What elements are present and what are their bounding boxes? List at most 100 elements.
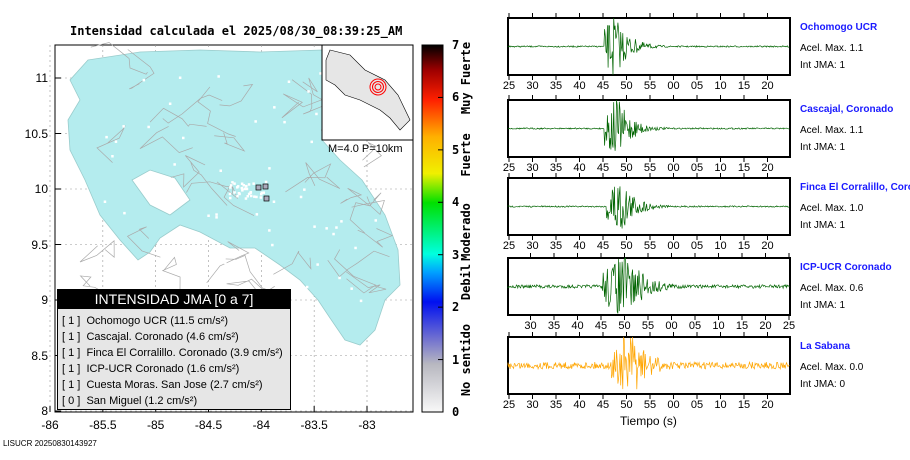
time-tick-label: 15 (737, 240, 751, 252)
lat-tick-label: 9.5 (31, 237, 48, 252)
time-tick-label: 35 (547, 320, 561, 332)
time-tick-label: 50 (620, 240, 633, 252)
town-dot (294, 295, 298, 299)
inset-land (325, 49, 411, 131)
inset-label: M=4.0 P=10km (328, 143, 403, 155)
road (79, 275, 104, 293)
town-dot (247, 192, 251, 196)
town-dot (229, 196, 232, 200)
time-tick-label: 45 (596, 80, 610, 92)
road (340, 187, 370, 206)
town-dot (215, 216, 218, 219)
waveform-trace (507, 186, 790, 229)
road (197, 86, 236, 137)
road (149, 107, 207, 127)
footer-id: LISUCR 20250830143927 (3, 439, 97, 448)
town-dot (264, 180, 268, 184)
road (96, 125, 126, 163)
time-tick-label: 50 (620, 162, 633, 174)
town-dot (255, 213, 259, 216)
town-dot (123, 211, 126, 215)
town-dot (233, 182, 236, 185)
colorbar-tick-label: 7 (452, 38, 460, 52)
town-dot (271, 243, 274, 247)
station-accel: Acel. Max. 0.6 (800, 283, 864, 294)
time-tick-label: 05 (690, 80, 704, 92)
legend-jma: [ 1 ] (62, 363, 81, 375)
town-dot (228, 192, 232, 196)
town-dot (240, 186, 244, 190)
time-tick-label: 50 (620, 80, 633, 92)
towns (94, 72, 378, 303)
town-dot (217, 75, 220, 78)
colorbar-tick-label: 6 (452, 90, 460, 105)
colorbar-tick-label: 3 (452, 247, 460, 262)
legend-station: Cascajal. Coronado (4.6 cm/s²) (86, 331, 239, 343)
town-dot (245, 187, 249, 191)
time-tick-label: 30 (526, 399, 539, 411)
town-dot (105, 135, 108, 139)
time-tick-label: 55 (643, 240, 657, 252)
time-tick-label: 20 (761, 162, 774, 174)
time-tick-label: 45 (596, 240, 610, 252)
road (162, 256, 181, 290)
legend-station: Ochomogo UCR (11.5 cm/s²) (86, 315, 229, 327)
town-dot (178, 76, 182, 79)
town-dot (173, 163, 176, 166)
town-dot (313, 225, 316, 228)
time-tick-label: 25 (502, 162, 516, 174)
time-tick-label: 10 (712, 320, 725, 332)
town-dot (254, 120, 257, 123)
town-dot (159, 193, 162, 196)
time-tick-label: 40 (573, 80, 586, 92)
nicoya-gulf (131, 169, 191, 216)
town-dot (272, 200, 276, 203)
station-accel: Acel. Max. 1.1 (800, 125, 864, 136)
time-tick-label: 25 (502, 399, 516, 411)
time-tick-label: 40 (573, 162, 586, 174)
lon-tick-label: -84 (252, 418, 270, 432)
time-tick-label: 30 (526, 162, 539, 174)
town-dot (332, 232, 335, 236)
station-name: La Sabana (800, 341, 851, 352)
town-dot (219, 169, 222, 172)
town-dot (307, 90, 310, 93)
lat-tick-label: 8 (41, 404, 48, 418)
colorbar (421, 44, 444, 413)
legend-item: [ 1 ] ICP-UCR Coronado (1.6 cm/s²) (58, 361, 290, 377)
town-dot (229, 186, 232, 189)
colorbar-tick-label: 1 (452, 352, 460, 367)
time-tick-label: 05 (688, 320, 702, 332)
lat-tick-label: 9 (41, 293, 48, 307)
time-tick-label: 45 (596, 162, 610, 174)
town-dot (170, 190, 173, 193)
road (190, 162, 228, 206)
town-dot (287, 80, 291, 83)
town-dot (236, 195, 239, 198)
town-dot (350, 287, 353, 290)
time-tick-label: 20 (761, 240, 774, 252)
station-jma: Int JMA: 1 (800, 220, 846, 231)
colorbar-category-label: Muy Fuerte (459, 41, 473, 115)
road (281, 93, 324, 119)
town-dot (340, 220, 343, 223)
lon-tick-label: -83.5 (300, 418, 328, 432)
town-dot (147, 125, 150, 129)
colorbar-tick-label: 5 (452, 142, 460, 157)
town-dot (268, 229, 271, 232)
town-dot (260, 192, 263, 196)
lat-tick-label: 10 (34, 182, 48, 196)
road (345, 271, 387, 294)
colorbar-category-label: No sentido (459, 323, 473, 397)
town-dot (273, 106, 276, 109)
town-dot (374, 219, 377, 222)
road (79, 240, 115, 263)
time-tick-label: 20 (759, 320, 772, 332)
waveform-frame (507, 177, 791, 236)
legend-item: [ 1 ] Cascajal. Coronado (4.6 cm/s²) (58, 329, 290, 345)
map-title: Intensidad calculada el 2025/08/30_08:39… (70, 24, 403, 38)
town-dot (250, 194, 253, 198)
legend-jma: [ 1 ] (62, 315, 81, 327)
town-dot (375, 179, 378, 183)
town-dot (168, 102, 172, 105)
